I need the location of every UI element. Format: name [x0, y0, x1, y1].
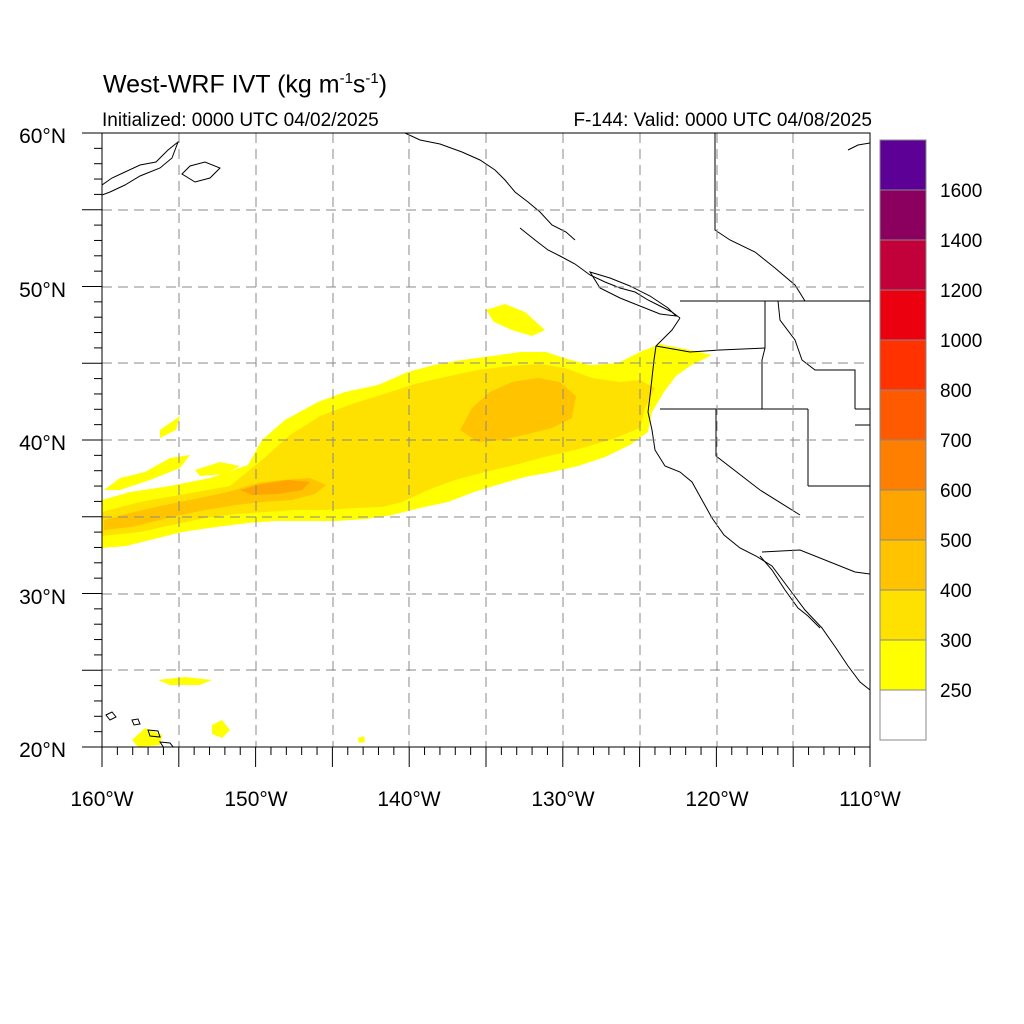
- border-wa-or: [655, 345, 766, 353]
- colorbar-label: 250: [940, 681, 972, 702]
- lat-label: 30°N: [19, 586, 66, 609]
- colorbar-label: 800: [940, 381, 972, 402]
- colorbar-bin: [879, 389, 927, 441]
- lon-label: 140°W: [377, 788, 440, 811]
- coastline-baja: [759, 555, 821, 629]
- state-borders: [655, 133, 870, 575]
- colorbar-bin: [879, 589, 927, 641]
- ivt-patch-250: [358, 736, 365, 743]
- coastline-washington: [655, 317, 681, 347]
- border-id-mt: [777, 300, 856, 409]
- colorbar-label: 1600: [940, 181, 982, 202]
- colorbar-bin: [879, 189, 927, 241]
- lat-tick-labels: 20°N 30°N 40°N 50°N 60°N: [19, 125, 66, 762]
- colorbar-bin: [879, 439, 927, 491]
- valid-time: F-144: Valid: 0000 UTC 04/08/2025: [573, 110, 872, 131]
- colorbar-bin: [879, 489, 927, 541]
- colorbar-bin: [879, 689, 927, 741]
- coastline-hawaii-kauai: [105, 711, 117, 721]
- border-us-mexico: [761, 549, 870, 575]
- colorbar-bin: [879, 239, 927, 291]
- lon-label: 150°W: [224, 788, 287, 811]
- lon-label: 110°W: [839, 788, 901, 811]
- init-time: Initialized: 0000 UTC 04/02/2025: [102, 110, 379, 131]
- colorbar-label: 1200: [940, 281, 982, 302]
- ivt-patch-250: [160, 416, 180, 438]
- colorbar-label: 600: [940, 481, 972, 502]
- coastline-gulf-alaska: [404, 133, 576, 241]
- lat-label: 60°N: [19, 125, 66, 148]
- colorbar-label: 700: [940, 431, 972, 452]
- colorbar-bin: [879, 639, 927, 691]
- coastline-hawaii-maui: [147, 729, 161, 738]
- ivt-patch-250: [195, 462, 240, 476]
- border-ca-nv: [715, 409, 801, 516]
- ivt-contour-500: [240, 480, 310, 495]
- colorbar: 250 300 400 500 600 700 800 1000 1200 1400 1600: [879, 139, 982, 741]
- grid-lines: [102, 133, 870, 747]
- coastline-oregon: [647, 345, 657, 413]
- coastline-east-ak-inlet: [847, 142, 870, 151]
- ivt-patch-250: [104, 455, 190, 490]
- border-ut-co: [855, 408, 870, 426]
- border-or-id: [761, 347, 766, 409]
- lat-label: 50°N: [19, 279, 66, 302]
- colorbar-bin: [879, 289, 927, 341]
- ivt-contour-400: [104, 378, 576, 530]
- colorbar-bin: [879, 539, 927, 591]
- ivt-patch-250: [486, 304, 545, 336]
- ivt-patch-250: [158, 677, 212, 685]
- lon-label: 130°W: [531, 788, 594, 811]
- coastline-california: [647, 411, 870, 691]
- lon-tick-labels: 160°W 150°W 140°W 130°W 120°W 110°W: [70, 788, 901, 811]
- coastline-hawaii-oahu: [131, 718, 141, 726]
- lon-label: 120°W: [685, 788, 748, 811]
- colorbar-label: 500: [940, 531, 972, 552]
- map-title: West-WRF IVT (kg m-1s-1): [103, 70, 388, 99]
- axis-ticks: [82, 132, 871, 767]
- coastline-kodiak: [181, 161, 221, 183]
- coastline-vancouver-island: [588, 271, 678, 317]
- ivt-patch-250: [212, 720, 230, 738]
- colorbar-label: 300: [940, 631, 972, 652]
- coastline-alaska: [102, 140, 180, 196]
- colorbar-label: 1400: [940, 231, 982, 252]
- ivt-patch-250: [132, 728, 162, 747]
- coastlines: [102, 133, 870, 747]
- ivt-field: [102, 304, 712, 747]
- coastline-bc: [519, 227, 681, 319]
- lat-label: 40°N: [19, 432, 66, 455]
- colorbar-label: 400: [940, 581, 972, 602]
- colorbar-label: 1000: [940, 331, 982, 352]
- border-canada-alaska: [714, 133, 806, 302]
- colorbar-bin: [879, 339, 927, 391]
- lon-label: 160°W: [70, 788, 133, 811]
- coastline-hawaii-big: [158, 741, 174, 747]
- colorbar-bin: [879, 139, 927, 191]
- lat-label: 20°N: [19, 739, 66, 762]
